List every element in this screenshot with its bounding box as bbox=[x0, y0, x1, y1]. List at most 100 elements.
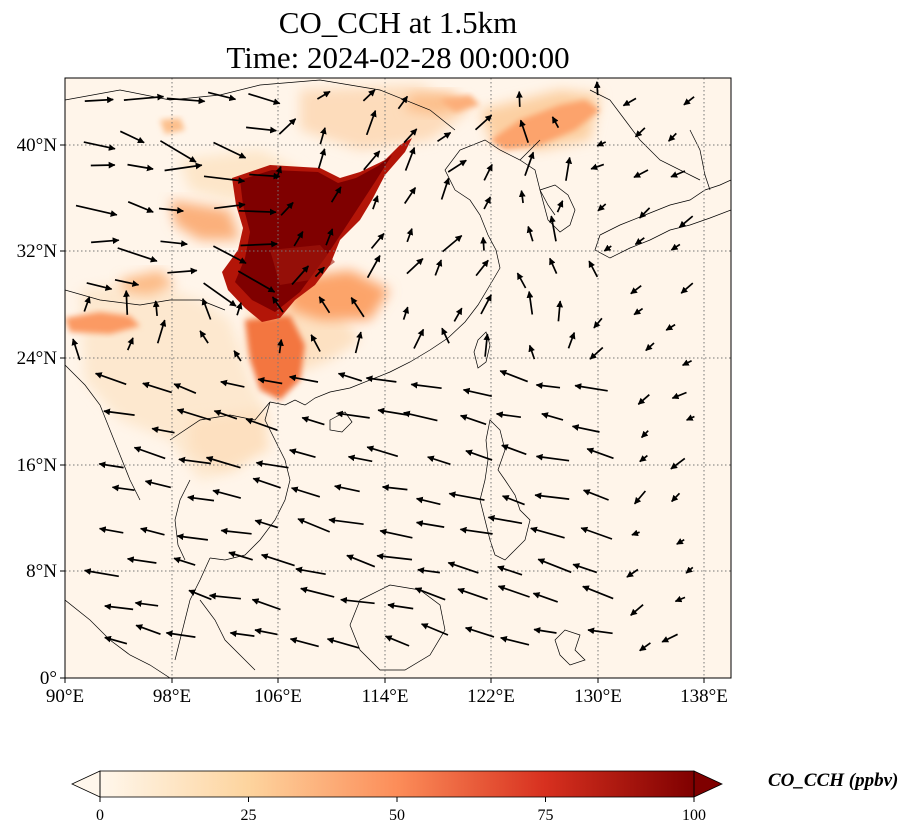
wind-arrow bbox=[228, 551, 253, 561]
wind-arrow bbox=[295, 566, 326, 576]
lon-tick-label: 98°E bbox=[153, 686, 191, 707]
wind-arrow bbox=[567, 331, 576, 349]
wind-arrow bbox=[535, 453, 570, 462]
colorbar-tick-label: 100 bbox=[682, 807, 706, 824]
wind-arrow bbox=[187, 494, 215, 502]
wind-arrow bbox=[160, 240, 188, 247]
wind-arrow bbox=[589, 346, 604, 360]
wind-arrow bbox=[465, 449, 493, 461]
wind-arrow bbox=[537, 558, 572, 574]
wind-arrow bbox=[280, 201, 294, 216]
wind-arrow bbox=[205, 456, 241, 469]
wind-arrow bbox=[213, 245, 247, 264]
wind-arrow bbox=[524, 151, 535, 176]
wind-arrow bbox=[533, 627, 557, 634]
wind-arrow bbox=[406, 257, 424, 275]
wind-arrow bbox=[549, 257, 558, 274]
wind-arrow bbox=[90, 161, 116, 169]
wind-arrow bbox=[159, 140, 197, 163]
wind-arrow bbox=[420, 623, 449, 636]
wind-arrow bbox=[447, 561, 479, 574]
wind-arrow bbox=[229, 630, 255, 638]
lat-tick-label: 16°N bbox=[17, 455, 58, 476]
wind-arrow bbox=[685, 566, 694, 574]
wind-arrow bbox=[680, 282, 694, 294]
wind-arrow bbox=[167, 267, 198, 275]
lat-tick-label: 32°N bbox=[17, 241, 58, 262]
wind-arrow bbox=[516, 90, 523, 107]
wind-arrow bbox=[75, 204, 118, 217]
wind-arrow bbox=[459, 526, 493, 535]
wind-arrow bbox=[178, 456, 212, 465]
wind-arrow bbox=[290, 486, 321, 498]
wind-arrow bbox=[637, 394, 650, 405]
lon-tick-label: 106°E bbox=[254, 686, 302, 707]
wind-arrow bbox=[415, 520, 445, 528]
wind-arrow bbox=[104, 603, 134, 611]
wind-arrow bbox=[631, 529, 640, 537]
wind-arrow bbox=[337, 372, 363, 382]
wind-arrow bbox=[526, 225, 534, 242]
wind-arrow bbox=[671, 391, 687, 400]
wind-arrow bbox=[597, 203, 607, 212]
wind-arrow bbox=[366, 255, 381, 279]
wind-arrow bbox=[495, 411, 522, 419]
wind-arrow bbox=[328, 517, 364, 526]
wind-arrow bbox=[293, 231, 304, 247]
wind-arrow bbox=[213, 141, 247, 159]
wind-arrow bbox=[582, 489, 609, 501]
wind-arrow bbox=[667, 132, 677, 142]
wind-arrow bbox=[572, 563, 598, 574]
wind-arrow bbox=[91, 237, 120, 245]
wind-arrow bbox=[384, 635, 410, 647]
wind-arrow bbox=[630, 604, 644, 616]
wind-arrow bbox=[158, 206, 184, 214]
wind-arrow bbox=[414, 587, 446, 601]
wind-arrow bbox=[144, 479, 172, 489]
wind-arrow bbox=[403, 128, 418, 144]
wind-arrow bbox=[94, 372, 127, 386]
wind-arrow bbox=[593, 317, 603, 329]
wind-arrow bbox=[596, 140, 607, 147]
wind-arrow bbox=[603, 244, 612, 252]
wind-arrow bbox=[255, 460, 289, 469]
wind-arrow bbox=[71, 338, 81, 361]
wind-arrow bbox=[634, 237, 645, 246]
wind-arrow bbox=[622, 97, 637, 107]
wind-arrow bbox=[271, 296, 284, 313]
wind-arrow bbox=[403, 410, 438, 422]
wind-arrow bbox=[199, 330, 209, 344]
wind-arrow bbox=[519, 119, 530, 143]
wind-arrow bbox=[316, 90, 331, 100]
lon-tick-label: 90°E bbox=[46, 686, 84, 707]
wind-arrow bbox=[571, 424, 600, 433]
wind-arrow bbox=[565, 156, 573, 181]
wind-arrow bbox=[633, 169, 649, 179]
wind-arrow bbox=[483, 333, 491, 357]
wind-arrow bbox=[551, 116, 560, 129]
wind-arrow bbox=[370, 232, 385, 249]
wind-arrow bbox=[326, 637, 360, 649]
concentration-field bbox=[65, 78, 731, 678]
wind-arrow bbox=[372, 195, 379, 210]
wind-arrow bbox=[278, 118, 297, 135]
wind-arrow bbox=[483, 163, 493, 181]
wind-arrow bbox=[291, 265, 310, 286]
wind-arrow bbox=[126, 337, 134, 351]
wind-arrow bbox=[212, 488, 242, 499]
wind-arrow bbox=[166, 97, 206, 105]
wind-arrow bbox=[528, 344, 536, 360]
wind-arrow bbox=[376, 553, 413, 561]
wind-arrow bbox=[633, 490, 647, 505]
wind-arrow bbox=[151, 426, 175, 434]
wind-arrow bbox=[590, 163, 605, 171]
wind-arrow bbox=[289, 637, 319, 648]
wind-arrow bbox=[111, 484, 135, 492]
wind-arrow bbox=[480, 236, 487, 251]
wind-arrow bbox=[427, 455, 451, 466]
wind-arrow bbox=[201, 298, 212, 320]
wind-arrow bbox=[381, 484, 408, 491]
wind-arrow bbox=[335, 410, 370, 419]
wind-arrow bbox=[260, 553, 295, 567]
